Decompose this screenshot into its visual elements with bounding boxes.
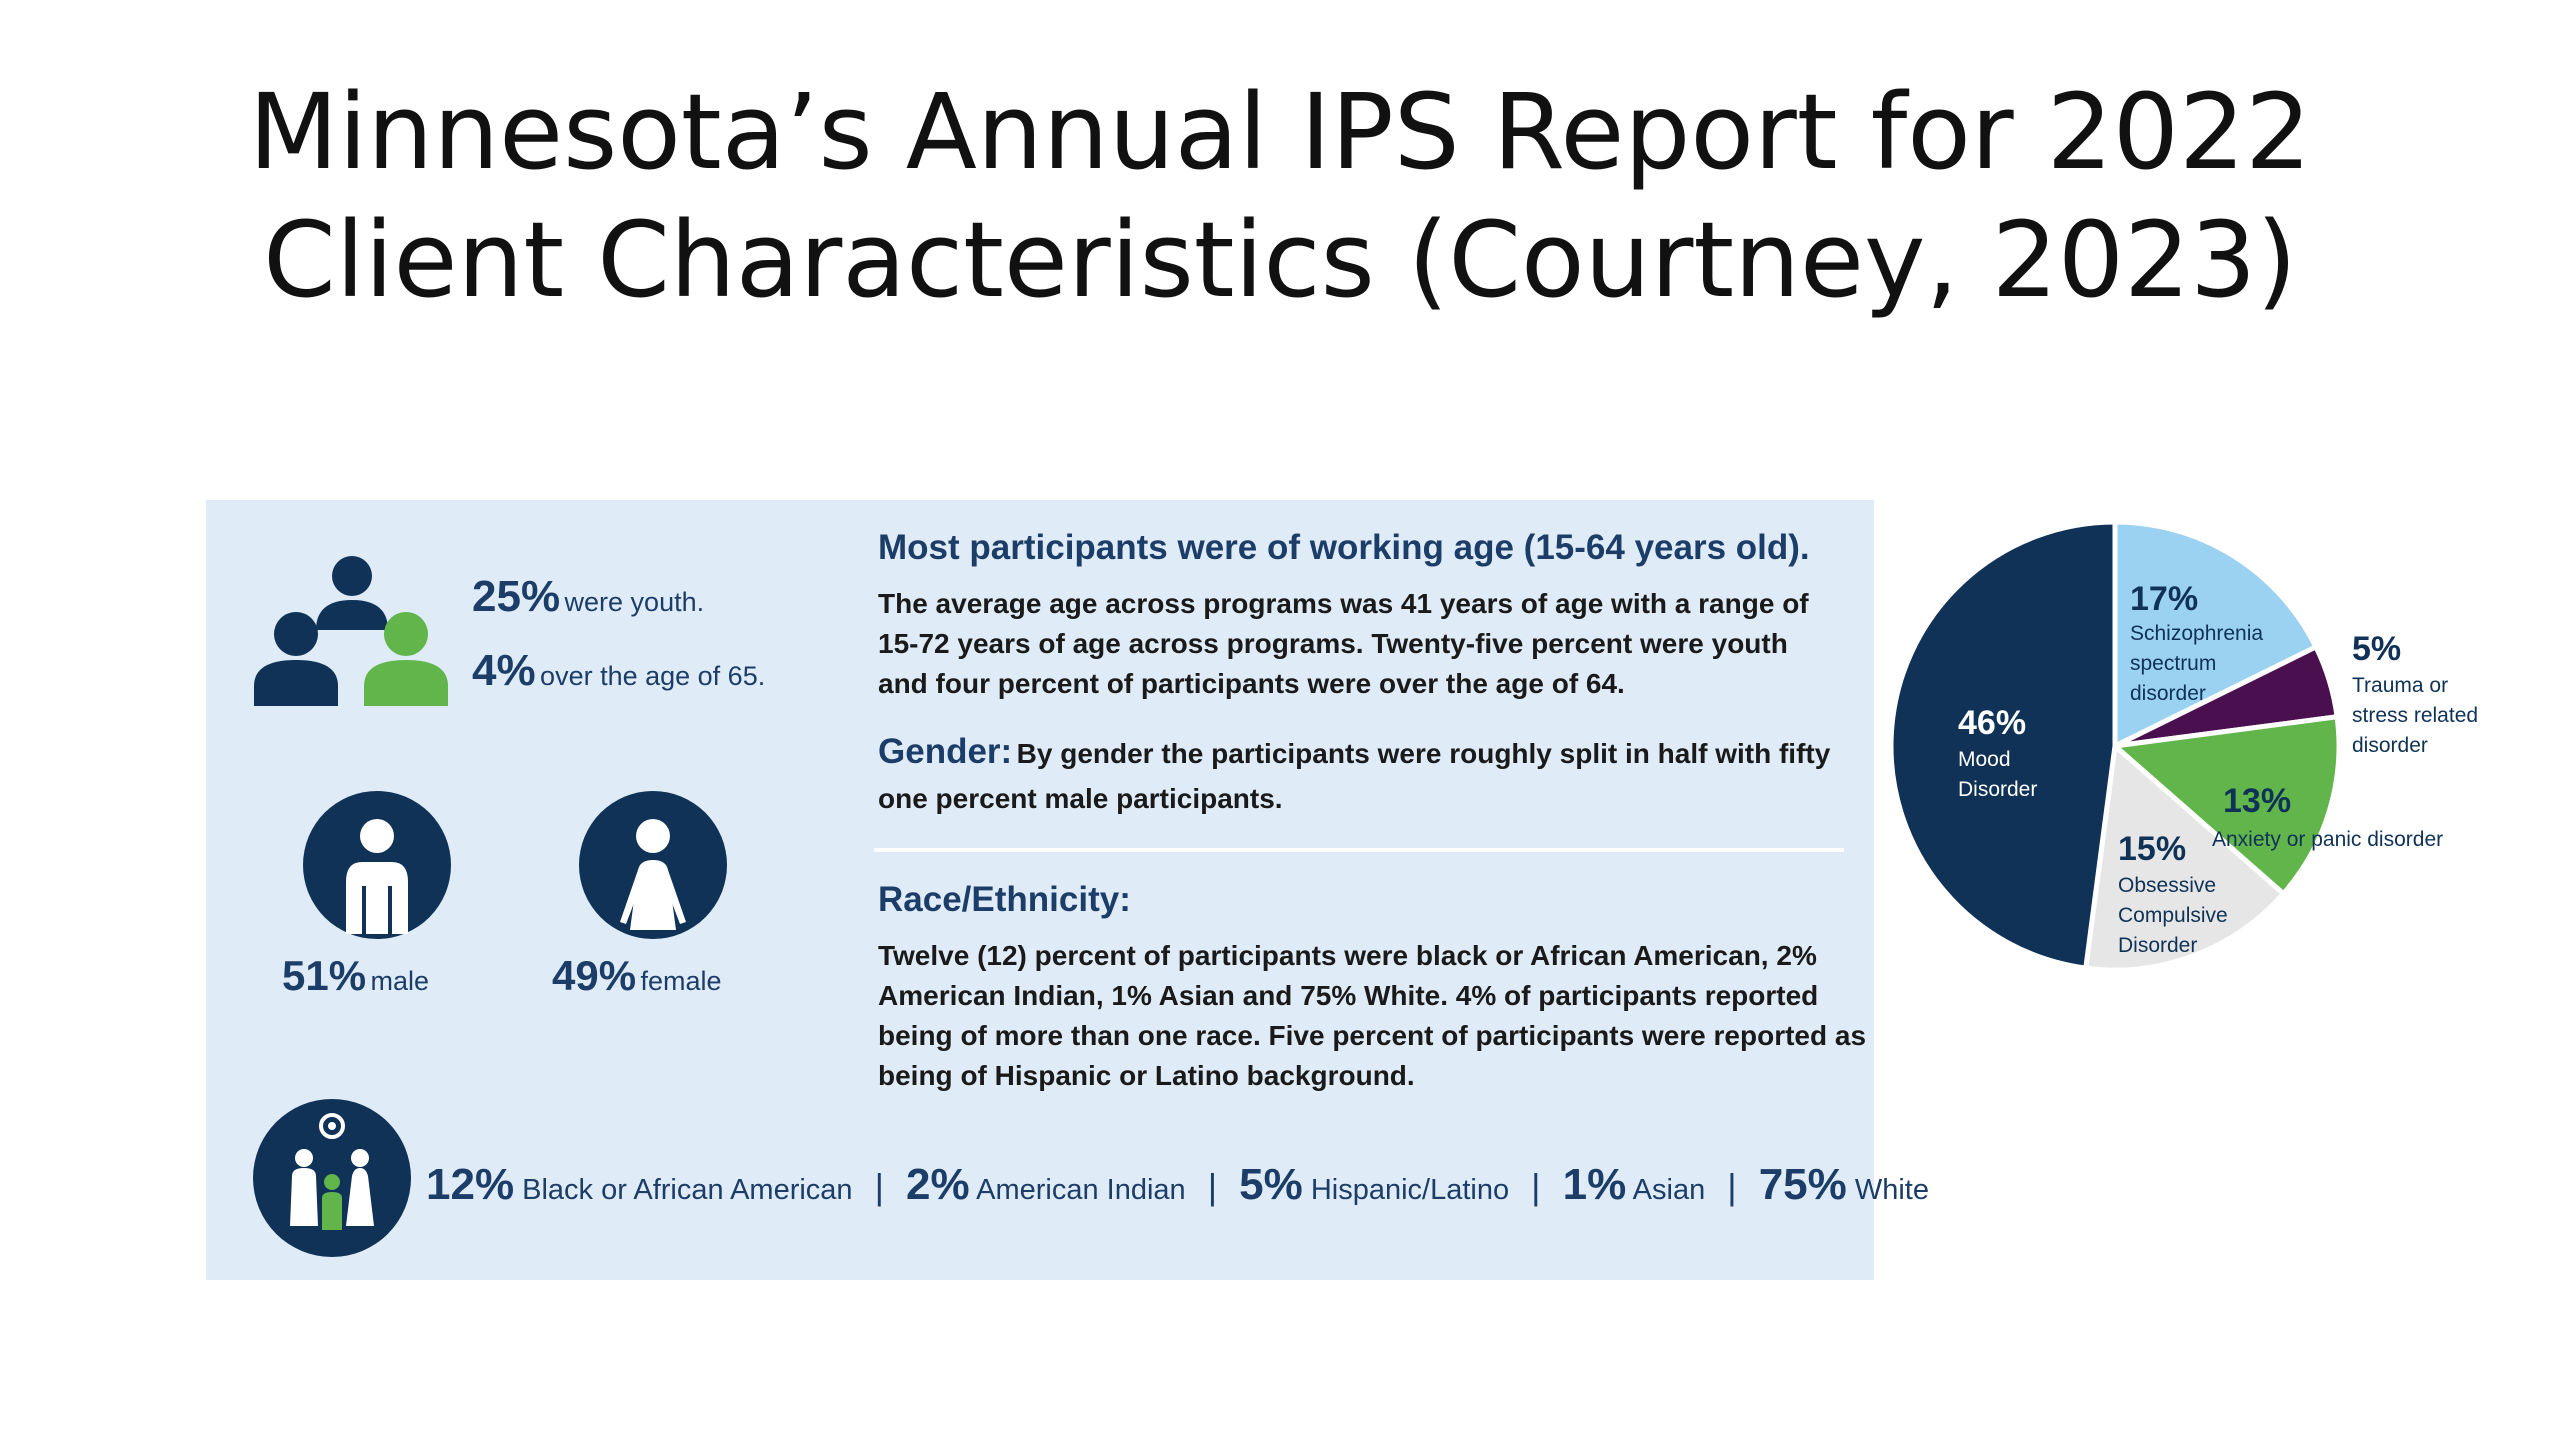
male-label: male <box>370 966 430 996</box>
gender-heading: Gender: <box>878 732 1013 771</box>
race-label: American Indian <box>976 1174 1186 1206</box>
over65-pct: 4% <box>472 646 536 695</box>
people-group-icon <box>254 556 448 706</box>
age-heading: Most participants were of working age (1… <box>878 528 1810 567</box>
pie-slice-value-label: 15% <box>2118 830 2186 868</box>
race-pct: 5% <box>1239 1160 1303 1209</box>
youth-pct: 25% <box>472 572 561 621</box>
gender-block: Gender: By gender the participants were … <box>878 732 1838 824</box>
race-separator: | <box>874 1166 884 1207</box>
pie-slice-category-label: disorder <box>2352 734 2428 757</box>
pie-slice-schizophrenia-spectrum-disorder <box>2112 520 2320 751</box>
race-text: Twelve (12) percent of participants were… <box>878 940 1867 1091</box>
race-pct: 12% <box>426 1160 515 1209</box>
pie-slice-value-label: 46% <box>1958 704 2026 742</box>
pie-slice-category-label: disorder <box>2130 682 2206 705</box>
male-pct: 51% <box>282 952 367 999</box>
race-label: Hispanic/Latino <box>1310 1174 1510 1206</box>
pie-slice-category-label: Obsessive <box>2118 874 2216 897</box>
pie-slice-value-label: 17% <box>2130 580 2198 618</box>
female-label: female <box>640 966 722 996</box>
pie-slice-anxiety-or-panic-disorder <box>2109 713 2342 898</box>
race-label: Black or African American <box>522 1174 853 1206</box>
female-icon <box>579 791 727 939</box>
pie-slice-category-label: Anxiety or panic disorder <box>2212 828 2443 851</box>
youth-stat: 25% were youth. <box>472 572 704 622</box>
race-pct: 75% <box>1758 1160 1847 1209</box>
diversity-icon <box>253 1099 411 1257</box>
over65-label: over the age of 65. <box>540 661 766 691</box>
title-line-2: Client Characteristics (Courtney, 2023) <box>263 199 2297 321</box>
infographic-panel: 25% were youth. 4% over the age of 65. 5… <box>206 500 1929 1280</box>
race-separator: | <box>1531 1166 1541 1207</box>
race-stat-black: 12% Black or African American <box>426 1160 861 1209</box>
pie-slice-category-label: Disorder <box>2118 934 2197 957</box>
race-pct: 2% <box>906 1160 970 1209</box>
race-stat-american-indian: 2% American Indian <box>898 1160 1194 1209</box>
pie-slice-category-label: Trauma or <box>2352 674 2448 697</box>
age-text: The average age across programs was 41 y… <box>878 588 1809 699</box>
pie-slice-category-label: spectrum <box>2130 652 2216 675</box>
title-line-1: Minnesota’s Annual IPS Report for 2022 <box>248 71 2312 193</box>
male-stat: 51% male <box>282 952 429 1000</box>
pie-slice-value-label: 13% <box>2223 782 2291 820</box>
pie-slice-category-label: stress related <box>2352 704 2478 727</box>
female-pct: 49% <box>552 952 637 999</box>
female-stat: 49% female <box>552 952 722 1000</box>
pie-slice-category-label: Mood <box>1958 748 2011 771</box>
pie-slice-category-label: Disorder <box>1958 778 2037 801</box>
race-stat-asian: 1% Asian <box>1555 1160 1714 1209</box>
slide-title: Minnesota’s Annual IPS Report for 2022 C… <box>0 68 2560 324</box>
male-icon <box>303 791 451 939</box>
race-pct: 1% <box>1562 1160 1627 1209</box>
gender-text: By gender the participants were roughly … <box>878 738 1831 814</box>
pie-slice-category-label: Compulsive <box>2118 904 2228 927</box>
race-stats-line: 12% Black or African American | 2% Ameri… <box>426 1160 1929 1210</box>
race-heading: Race/Ethnicity: <box>878 880 1131 919</box>
race-stat-hispanic: 5% Hispanic/Latino <box>1231 1160 1517 1209</box>
youth-label: were youth. <box>564 587 705 617</box>
diagnosis-pie-chart: 17% Schizophrenia spectrum disorder 5% Trauma… <box>1888 520 2478 973</box>
race-separator: | <box>1207 1166 1218 1207</box>
over65-stat: 4% over the age of 65. <box>472 646 765 696</box>
pie-slice-obsessive-compulsive-disorder <box>2082 741 2287 973</box>
race-label: White <box>1854 1174 1929 1206</box>
section-divider <box>874 848 1844 852</box>
pie-slice-mood-disorder <box>1888 520 2118 971</box>
race-separator: | <box>1727 1166 1737 1207</box>
race-stat-white: 75% White <box>1751 1160 1929 1209</box>
pie-slice-category-label: Schizophrenia <box>2130 622 2263 645</box>
race-label: Asian <box>1632 1174 1706 1206</box>
pie-slice-value-label: 5% <box>2352 630 2401 668</box>
